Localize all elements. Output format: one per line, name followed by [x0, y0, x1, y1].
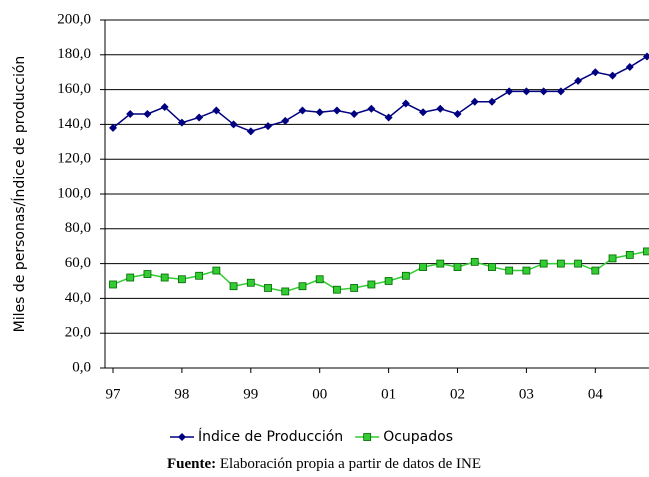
data-point: [160, 103, 169, 111]
data-point: [505, 87, 514, 96]
data-point: [574, 76, 583, 85]
legend-marker: [363, 433, 372, 441]
data-point: [436, 259, 445, 268]
y-tick-label: 20,0: [65, 325, 91, 341]
y-tick-label: 120,0: [57, 151, 91, 167]
data-point: [556, 259, 565, 268]
series-line: [112, 55, 648, 133]
data-point: [625, 250, 634, 259]
y-tick-label: 60,0: [65, 255, 91, 271]
legend-marker: [178, 433, 186, 441]
data-point: [419, 263, 427, 271]
data-point: [298, 106, 307, 115]
data-point: [522, 87, 531, 96]
data-point: [419, 108, 428, 117]
data-point: [126, 109, 135, 118]
data-point: [401, 99, 410, 108]
data-point: [539, 259, 548, 268]
data-point: [470, 97, 479, 106]
data-point: [608, 71, 617, 80]
x-tick-label: 03: [519, 386, 534, 402]
y-tick-label: 140,0: [57, 116, 91, 132]
data-point: [643, 247, 649, 256]
data-point: [126, 273, 135, 282]
legend-label: Índice de Producción: [198, 428, 343, 445]
data-point: [505, 266, 514, 275]
data-point: [332, 106, 341, 115]
x-tick-label: 97: [106, 386, 122, 402]
data-point: [470, 257, 479, 266]
data-point: [246, 127, 255, 136]
data-point: [195, 271, 204, 280]
data-point: [229, 120, 238, 129]
data-point: [556, 87, 565, 96]
series-line: [112, 250, 648, 293]
source-label: Fuente:: [167, 456, 216, 472]
data-point: [212, 106, 221, 115]
data-point: [229, 282, 238, 291]
x-tick-label: 00: [312, 386, 327, 402]
data-point: [178, 275, 186, 284]
data-point: [177, 118, 186, 127]
data-point: [367, 280, 376, 289]
data-point: [315, 275, 324, 284]
data-point: [453, 109, 462, 118]
y-tick-label: 80,0: [65, 220, 91, 236]
x-tick-label: 01: [381, 386, 396, 402]
data-point: [384, 277, 393, 285]
x-tick-label: 02: [450, 386, 465, 402]
data-point: [488, 263, 496, 271]
y-tick-label: 160,0: [57, 81, 91, 97]
data-point: [487, 97, 496, 106]
data-point: [436, 104, 445, 113]
data-point: [143, 270, 152, 278]
x-tick-label: 04: [588, 386, 604, 402]
y-tick-label: 100,0: [57, 185, 91, 201]
data-point: [350, 109, 359, 118]
data-point: [246, 278, 255, 287]
data-point: [522, 266, 531, 275]
source-note: Fuente: Elaboración propia a partir de d…: [167, 456, 481, 472]
data-point: [281, 116, 290, 125]
data-point: [195, 113, 204, 122]
data-point: [574, 259, 582, 268]
legend-label: Ocupados: [383, 429, 453, 445]
y-tick-label: 0,0: [72, 359, 91, 375]
x-tick-label: 99: [243, 386, 258, 402]
data-point: [367, 104, 376, 113]
data-point: [298, 282, 307, 291]
data-point: [384, 113, 393, 122]
data-point: [281, 287, 290, 296]
data-point: [608, 254, 617, 263]
x-tick-label: 98: [174, 386, 189, 402]
y-tick-label: 200,0: [57, 11, 91, 27]
data-point: [591, 266, 600, 275]
data-point: [109, 123, 117, 132]
y-axis-title: Miles de personas/Índice de producción: [11, 56, 28, 333]
data-point: [315, 108, 324, 117]
data-point: [453, 263, 462, 271]
y-tick-label: 40,0: [65, 290, 91, 306]
data-point: [143, 109, 152, 118]
data-point: [350, 284, 359, 292]
data-point: [160, 273, 169, 282]
data-point: [212, 266, 221, 275]
data-point: [591, 68, 600, 77]
source-text: Elaboración propia a partir de datos de …: [220, 456, 481, 472]
data-point: [401, 271, 410, 280]
data-point: [643, 52, 649, 61]
data-point: [539, 87, 548, 96]
data-point: [264, 284, 272, 292]
data-point: [625, 62, 634, 71]
data-point: [109, 280, 117, 289]
data-point: [333, 285, 341, 294]
data-point: [264, 122, 273, 131]
y-tick-label: 180,0: [57, 46, 91, 62]
